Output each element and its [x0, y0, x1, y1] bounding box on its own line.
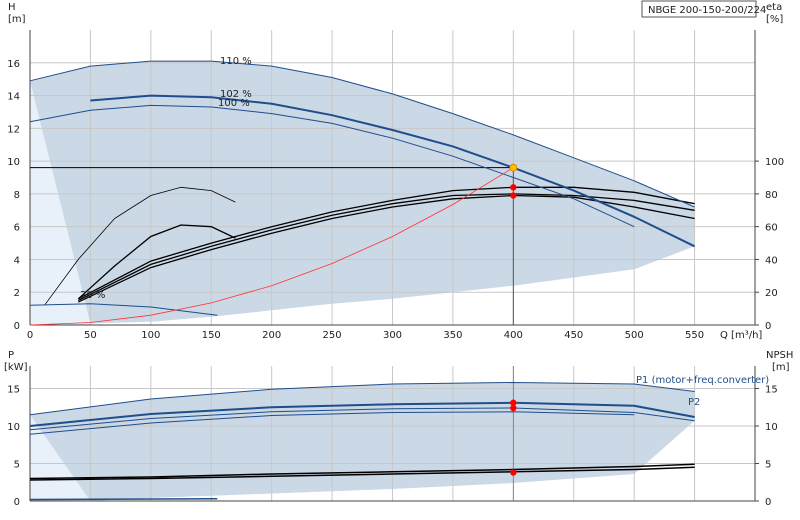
efficiency-curve	[77, 224, 236, 300]
left-axis-unit: [m]	[8, 14, 26, 25]
npsh-curve	[29, 466, 695, 481]
x-axis-label: Q [m³/h]	[720, 330, 762, 341]
tick-label-npsh: 5	[765, 460, 771, 471]
head-curve-label: 100 %	[218, 98, 250, 109]
efficiency-curve	[78, 194, 695, 303]
tick-label-h: 4	[14, 255, 20, 266]
right-axis-unit: [%]	[766, 14, 783, 25]
tick-label-p: 10	[7, 422, 20, 433]
tick-label-q: 0	[27, 330, 33, 341]
power-curve	[29, 411, 635, 435]
efficiency-curve	[44, 186, 236, 306]
tick-label-eta: 100	[765, 157, 784, 168]
left-axis-unit: [kW]	[4, 362, 28, 373]
tick-label-npsh: 15	[765, 385, 778, 396]
tick-label-q: 450	[564, 330, 583, 341]
title-box-text: NBGE 200-150-200/224	[648, 5, 766, 16]
system-curve	[29, 167, 514, 326]
right-axis-label: eta	[766, 2, 782, 13]
tick-label-h: 0	[14, 321, 20, 332]
efficiency-curve	[78, 186, 695, 300]
right-axis-unit: [m]	[772, 362, 790, 373]
tick-label-q: 400	[504, 330, 523, 341]
left-axis-label: H	[8, 2, 16, 13]
tick-label-h: 10	[7, 157, 20, 168]
tick-label-eta: 60	[765, 223, 778, 234]
tick-label-npsh: 0	[765, 497, 771, 508]
tick-label-q: 100	[141, 330, 160, 341]
power-curve	[29, 407, 695, 431]
tick-label-q: 350	[443, 330, 462, 341]
tick-label-h: 6	[14, 223, 20, 234]
efficiency-point	[510, 184, 517, 191]
head-curve	[29, 104, 635, 228]
operating-band	[30, 61, 695, 324]
efficiency-curve	[78, 193, 695, 301]
tick-label-eta: 40	[765, 255, 778, 266]
right-axis-label: NPSH	[766, 350, 793, 361]
power-curve	[29, 401, 695, 427]
tick-label-p: 15	[7, 385, 20, 396]
head-curve	[29, 60, 695, 208]
head-curve-label: 110 %	[220, 56, 252, 67]
head-curve	[29, 303, 218, 316]
operating-point	[510, 399, 517, 406]
head-curve-label: 20 %	[80, 290, 105, 301]
head-curve	[90, 94, 696, 248]
tick-label-eta: 20	[765, 288, 778, 299]
p2-label: P2	[688, 397, 700, 408]
tick-label-h: 14	[7, 92, 20, 103]
operating-point	[510, 404, 517, 412]
tick-label-q: 300	[383, 330, 402, 341]
tick-label-q: 500	[625, 330, 644, 341]
p1-label: P1 (motor+freq.converter)	[636, 375, 769, 386]
left-axis-label: P	[8, 350, 14, 361]
title-box: NBGE 200-150-200/224	[641, 0, 766, 18]
operating-band	[30, 382, 695, 501]
tick-label-q: 200	[262, 330, 281, 341]
tick-label-h: 16	[7, 59, 20, 70]
tick-label-npsh: 10	[765, 422, 778, 433]
duty-point	[509, 163, 518, 172]
tick-label-q: 150	[202, 330, 221, 341]
bottom-chart: 0 5 10 15 0 5 10 15 P[kW] NPSH[m]P1 (motor+freq.c…	[4, 350, 793, 508]
tick-label-p: 0	[14, 497, 20, 508]
tick-label-h: 8	[14, 190, 20, 201]
tick-label-q: 550	[685, 330, 704, 341]
power-curve	[29, 381, 695, 416]
power-curve	[29, 498, 218, 501]
top-chart: 0 2 4 6 8 10 12 14 16 0 20 40 60 80 100 0 50 100 150 200 250…	[7, 2, 784, 341]
tick-label-h: 12	[7, 124, 20, 135]
efficiency-point	[510, 192, 517, 199]
tick-label-eta: 0	[765, 321, 771, 332]
tick-label-q: 250	[323, 330, 342, 341]
npsh-curve	[29, 463, 695, 480]
head-curve-label: 102 %	[220, 89, 252, 100]
tick-label-p: 5	[14, 460, 20, 471]
operating-point	[510, 469, 517, 476]
tick-label-eta: 80	[765, 190, 778, 201]
tick-label-q: 50	[84, 330, 97, 341]
tick-label-h: 2	[14, 288, 20, 299]
